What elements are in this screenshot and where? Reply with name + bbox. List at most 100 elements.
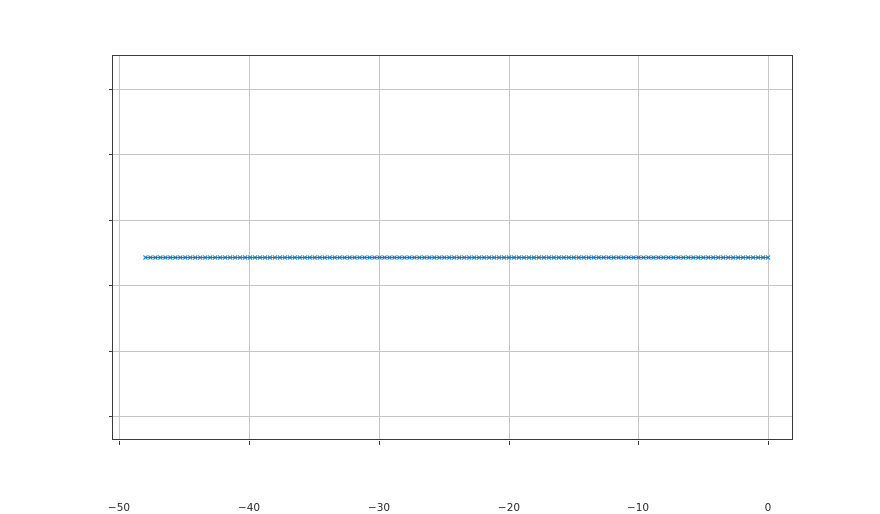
data-point-marker-x: [656, 255, 661, 260]
gridline-vertical: [638, 56, 639, 439]
gridline-horizontal: [113, 285, 792, 286]
data-point-marker-x: [232, 255, 238, 260]
data-point-marker-x: [695, 255, 701, 260]
data-point-marker-x: [690, 255, 696, 260]
data-point-marker-x: [446, 255, 452, 260]
data-point-marker-x: [222, 255, 228, 260]
data-point-marker-x: [362, 255, 367, 260]
data-point-marker-x: [143, 255, 148, 260]
data-point-marker-x: [755, 255, 761, 260]
data-point-marker-x: [307, 255, 313, 260]
data-point-marker-x: [715, 255, 721, 260]
data-point-marker-x: [491, 255, 497, 260]
data-point-marker-x: [436, 255, 442, 260]
gridline-horizontal: [113, 220, 792, 221]
data-point-marker-x: [745, 255, 751, 260]
gridline-vertical: [379, 56, 380, 439]
series-series-1: [143, 255, 771, 260]
data-point-marker-x: [153, 255, 158, 260]
data-point-marker-x: [407, 255, 412, 260]
gridline-vertical: [249, 56, 250, 439]
data-point-marker-x: [581, 255, 587, 260]
data-point-marker-x: [441, 255, 447, 260]
x-tick-label: −50: [107, 502, 131, 514]
data-point-marker-x: [461, 255, 467, 260]
y-tick-mark: [109, 416, 113, 417]
data-point-marker-x: [730, 255, 736, 260]
data-point-marker-x: [292, 255, 298, 260]
data-point-marker-x: [267, 255, 273, 260]
data-point-marker-x: [740, 255, 746, 260]
data-point-marker-x: [720, 255, 726, 260]
data-point-marker-x: [616, 255, 622, 260]
data-point-marker-x: [700, 255, 706, 260]
data-point-marker-x: [207, 255, 213, 260]
data-point-marker-x: [197, 255, 203, 260]
data-point-marker-x: [466, 255, 472, 260]
x-tick-label: 0: [764, 502, 772, 514]
data-point-marker-x: [337, 255, 343, 260]
data-point-marker-x: [671, 255, 676, 260]
data-point-marker-x: [561, 255, 567, 260]
data-point-marker-x: [765, 255, 771, 260]
data-point-marker-x: [760, 255, 766, 260]
gridline-vertical: [768, 56, 769, 439]
x-tick-mark: [638, 441, 639, 445]
data-point-marker-x: [187, 255, 193, 260]
data-point-marker-x: [347, 255, 353, 260]
data-point-marker-x: [451, 255, 457, 260]
x-tick-mark: [509, 441, 510, 445]
data-point-marker-x: [511, 255, 517, 260]
data-point-marker-x: [456, 255, 462, 260]
data-point-marker-x: [357, 255, 362, 260]
data-point-marker-x: [297, 255, 303, 260]
data-point-marker-x: [725, 255, 731, 260]
data-point-marker-x: [397, 255, 402, 260]
data-point-marker-x: [606, 255, 612, 260]
data-point-marker-x: [217, 255, 223, 260]
data-point-marker-x: [322, 255, 328, 260]
gridline-vertical: [509, 56, 510, 439]
data-point-marker-x: [262, 255, 268, 260]
x-tick-mark: [119, 441, 120, 445]
data-point-marker-x: [312, 255, 318, 260]
data-point-marker-x: [666, 255, 671, 260]
gridline-vertical: [119, 56, 120, 439]
data-point-marker-x: [556, 255, 562, 260]
x-tick-mark: [249, 441, 250, 445]
data-point-marker-x: [680, 255, 686, 260]
data-point-marker-x: [202, 255, 208, 260]
data-point-marker-x: [521, 255, 527, 260]
data-point-marker-x: [421, 255, 427, 260]
data-point-marker-x: [392, 255, 397, 260]
data-point-marker-x: [227, 255, 233, 260]
x-tick-label: −10: [626, 502, 650, 514]
data-point-marker-x: [402, 255, 407, 260]
x-tick-mark: [379, 441, 380, 445]
data-point-marker-x: [162, 255, 168, 260]
data-point-marker-x: [735, 255, 741, 260]
data-point-marker-x: [431, 255, 437, 260]
data-point-marker-x: [172, 255, 178, 260]
data-point-marker-x: [372, 255, 377, 260]
plot-area: [113, 56, 792, 439]
data-point-marker-x: [302, 255, 308, 260]
data-series-layer: [143, 255, 771, 260]
data-point-marker-x: [317, 255, 323, 260]
data-point-marker-x: [546, 255, 552, 260]
data-point-marker-x: [486, 255, 492, 260]
data-point-marker-x: [481, 255, 487, 260]
data-point-marker-x: [387, 255, 392, 260]
data-point-marker-x: [237, 255, 243, 260]
data-point-marker-x: [382, 255, 387, 260]
y-tick-mark: [109, 89, 113, 90]
data-point-marker-x: [332, 255, 338, 260]
figure-canvas: 98010001020104010601080 −50−40−30−20−100: [107, 55, 793, 514]
data-point-marker-x: [476, 255, 482, 260]
data-point-marker-x: [148, 255, 153, 260]
data-point-marker-x: [601, 255, 607, 260]
y-tick-mark: [109, 285, 113, 286]
gridline-horizontal: [113, 416, 792, 417]
data-point-marker-x: [157, 255, 163, 260]
data-point-marker-x: [636, 255, 641, 260]
